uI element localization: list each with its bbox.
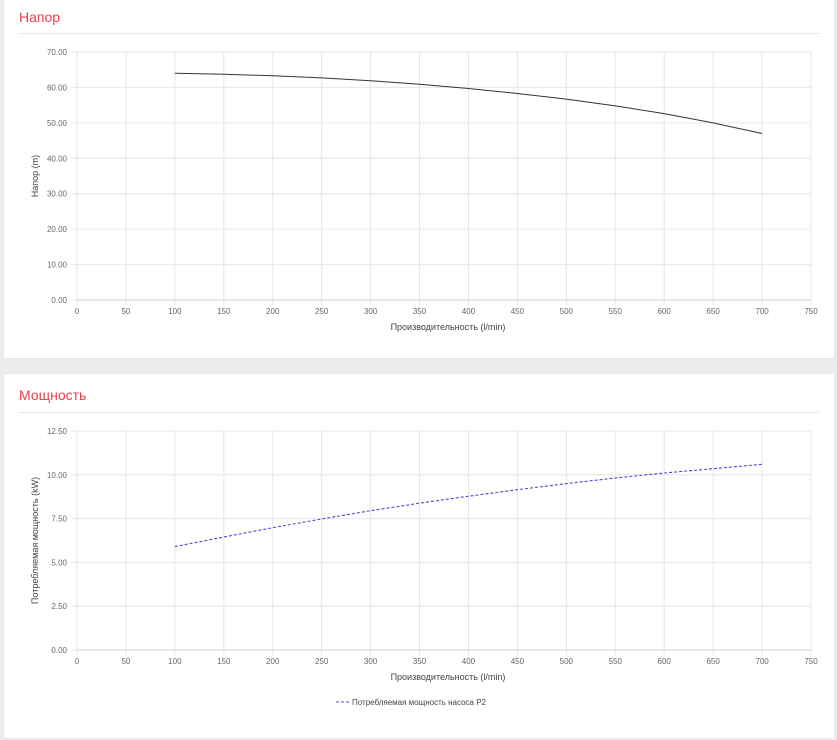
head-x-tick-label: 350 <box>413 307 427 316</box>
head-y-tick-label: 50.00 <box>47 119 68 128</box>
head-chart-panel: Напор 0 50 100 150 200 250 300 350 400 450 500 550 6… <box>4 0 834 358</box>
power-x-tick-label: 300 <box>364 657 378 666</box>
power-grid <box>71 430 812 655</box>
head-panel-divider <box>19 33 820 34</box>
power-chart: 0 50 100 150 200 250 300 350 400 450 500 550 600 650 7… <box>30 427 818 707</box>
power-y-tick-label: 10.00 <box>47 471 68 480</box>
power-y-tick-label: 7.50 <box>51 515 67 524</box>
head-x-tick-label: 500 <box>560 307 574 316</box>
head-grid <box>71 51 812 305</box>
power-legend: Потребляемая мощность насоса P2 <box>336 698 487 707</box>
power-x-tick-label: 100 <box>168 657 182 666</box>
head-y-tick-label: 10.00 <box>47 261 68 270</box>
power-y-tick-label: 12.50 <box>47 427 68 436</box>
power-x-tick-label: 500 <box>560 657 574 666</box>
power-x-tick-label: 0 <box>75 657 80 666</box>
power-panel-title: Мощность <box>19 387 87 403</box>
head-x-tick-label: 750 <box>804 307 818 316</box>
head-x-tick-label: 550 <box>609 307 623 316</box>
head-x-tick-label: 700 <box>755 307 769 316</box>
head-y-tick-label: 70.00 <box>47 48 68 57</box>
power-x-tick-label: 150 <box>217 657 231 666</box>
power-panel-divider <box>19 412 820 413</box>
power-chart-panel: Мощность 0 50 100 150 200 250 300 350 400 450 500 5… <box>4 374 834 738</box>
head-y-tick-label: 40.00 <box>47 154 68 163</box>
head-y-tick-label: 0.00 <box>51 296 67 305</box>
head-x-axis-title: Производительность (l/min) <box>391 322 506 332</box>
head-x-tick-label: 50 <box>121 307 130 316</box>
head-y-axis-title: Напор (m) <box>30 155 40 197</box>
power-x-axis-title: Производительность (l/min) <box>391 672 506 682</box>
power-x-tick-label: 650 <box>706 657 720 666</box>
power-legend-label: Потребляемая мощность насоса P2 <box>352 698 487 707</box>
power-x-tick-label: 400 <box>462 657 476 666</box>
power-y-tick-label: 5.00 <box>51 558 67 567</box>
head-y-tick-label: 30.00 <box>47 190 68 199</box>
head-y-tick-label: 20.00 <box>47 225 68 234</box>
head-x-tick-label: 250 <box>315 307 329 316</box>
power-x-tick-label: 700 <box>755 657 769 666</box>
head-x-tick-label: 0 <box>75 307 80 316</box>
power-x-tick-label: 50 <box>121 657 130 666</box>
head-x-tick-label: 400 <box>462 307 476 316</box>
power-y-axis-title: Потребляемая мощность (kW) <box>30 477 40 604</box>
power-x-tick-label: 350 <box>413 657 427 666</box>
power-x-tick-label: 450 <box>511 657 525 666</box>
head-x-tick-label: 150 <box>217 307 231 316</box>
head-x-tick-label: 100 <box>168 307 182 316</box>
head-x-tick-label: 650 <box>706 307 720 316</box>
head-x-tick-label: 200 <box>266 307 280 316</box>
head-series-line <box>174 72 763 134</box>
head-x-tick-label: 600 <box>658 307 672 316</box>
power-y-tick-label: 0.00 <box>51 646 67 655</box>
power-x-tick-label: 750 <box>804 657 818 666</box>
head-y-tick-label: 60.00 <box>47 83 68 92</box>
head-x-tick-label: 450 <box>511 307 525 316</box>
power-x-tick-label: 200 <box>266 657 280 666</box>
power-x-tick-label: 550 <box>609 657 623 666</box>
head-panel-title: Напор <box>19 9 61 25</box>
head-chart: 0 50 100 150 200 250 300 350 400 450 500 550 600 650 7… <box>30 48 818 332</box>
power-y-tick-label: 2.50 <box>51 602 67 611</box>
power-x-tick-label: 250 <box>315 657 329 666</box>
power-series-line <box>174 463 763 548</box>
power-x-tick-label: 600 <box>658 657 672 666</box>
head-x-tick-label: 300 <box>364 307 378 316</box>
